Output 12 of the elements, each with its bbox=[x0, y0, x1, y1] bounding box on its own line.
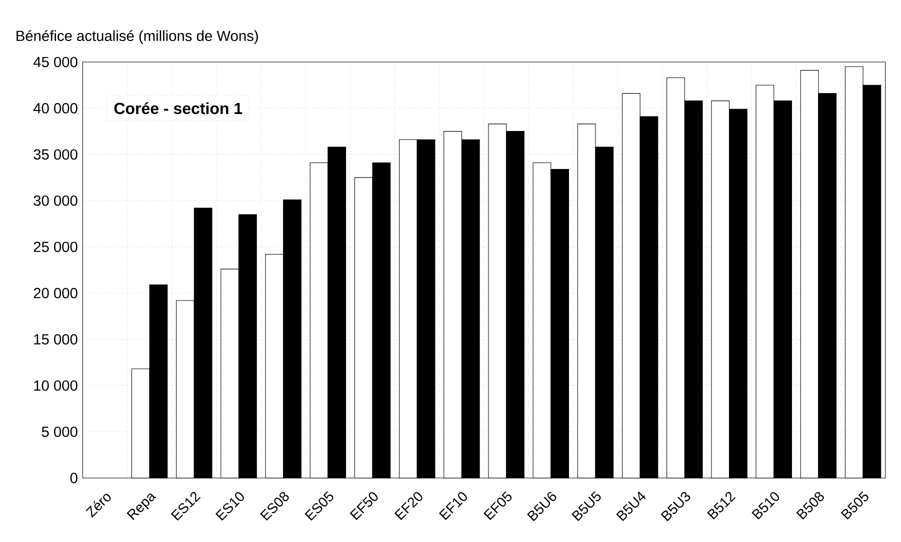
y-tick-label: 10 000 bbox=[34, 380, 78, 391]
y-tick-label: 35 000 bbox=[34, 149, 78, 160]
y-tick-label: 25 000 bbox=[34, 242, 78, 252]
y-tick-label: 15 000 bbox=[34, 334, 78, 345]
y-axis-title: Bénéfice actualisé (millions de Wons) bbox=[16, 30, 258, 44]
y-tick-label: 45 000 bbox=[33, 56, 78, 68]
y-tick-label: 40 000 bbox=[33, 103, 78, 114]
y-tick-label: 5 000 bbox=[42, 426, 78, 437]
y-tick-label: 0 bbox=[70, 472, 78, 484]
y-tick-label: 30 000 bbox=[34, 195, 78, 206]
annotation: Corée - section 1 bbox=[114, 102, 242, 114]
y-tick-label: 20 000 bbox=[34, 288, 78, 298]
